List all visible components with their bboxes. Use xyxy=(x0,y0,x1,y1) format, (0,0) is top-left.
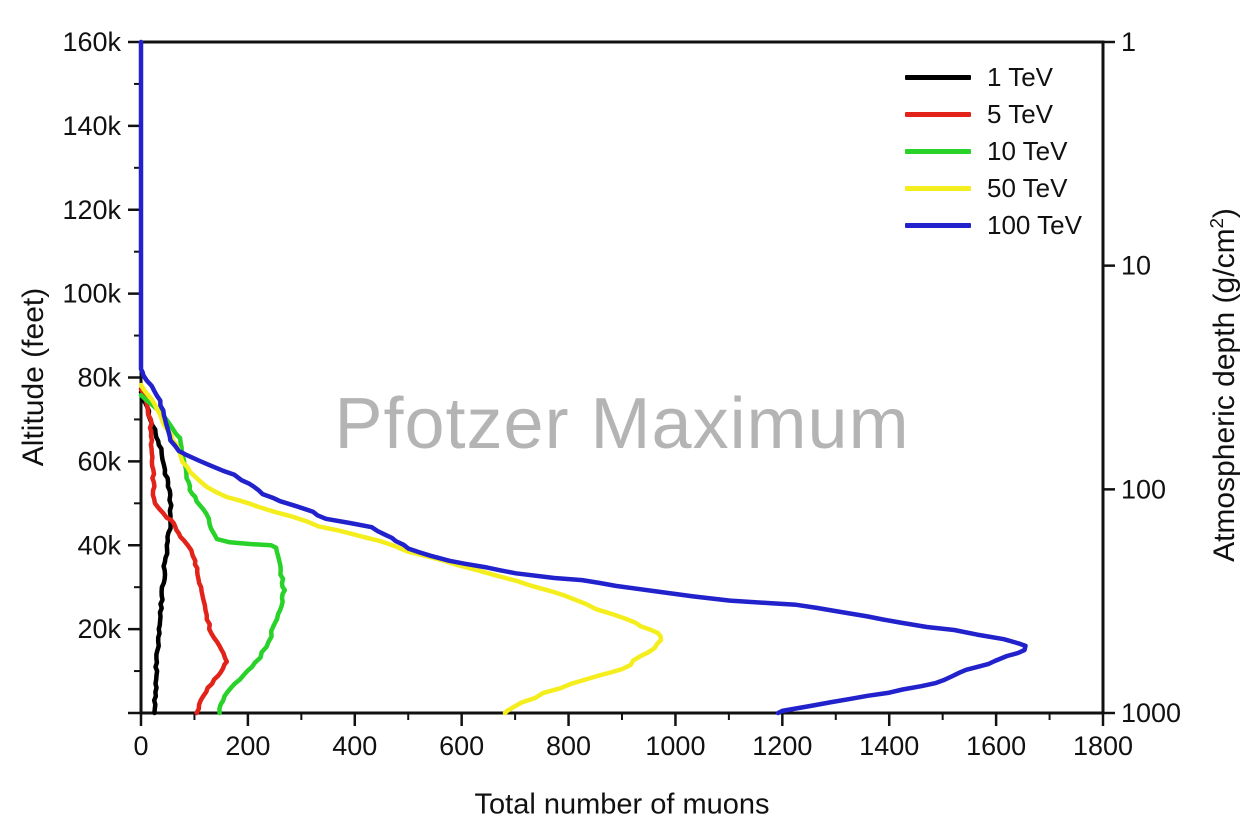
legend-swatch xyxy=(905,75,971,80)
y-left-tick-label: 120k xyxy=(62,195,121,225)
legend-label: 1 TeV xyxy=(987,62,1054,92)
x-axis-tick-label: 200 xyxy=(225,731,270,761)
curve-100-tev xyxy=(138,39,1028,716)
x-axis-tick-label: 600 xyxy=(439,731,484,761)
y-right-axis-title: Atmospheric depth (g/cm2) xyxy=(1206,208,1242,562)
curve-10-tev xyxy=(138,392,288,716)
watermark-text: Pfotzer Maximum xyxy=(334,384,910,464)
y-right-tick-label: 10 xyxy=(1121,251,1151,281)
curve-1-tev xyxy=(138,389,174,716)
x-axis-title: Total number of muons xyxy=(474,788,770,821)
legend-swatch xyxy=(905,112,971,117)
y-left-tick-label: 100k xyxy=(62,279,121,309)
y-right-title-superscript: 2 xyxy=(1206,218,1227,229)
legend-swatch xyxy=(905,149,971,154)
legend-swatch xyxy=(905,186,971,191)
y-left-tick-label: 140k xyxy=(62,111,121,141)
x-axis-tick-label: 400 xyxy=(332,731,377,761)
curve-5-tev xyxy=(138,386,230,716)
y-left-tick-label: 20k xyxy=(77,614,121,644)
legend-label: 10 TeV xyxy=(987,136,1068,166)
y-left-tick-label: 80k xyxy=(77,363,121,393)
legend-item-10-tev: 10 TeV xyxy=(905,133,1082,170)
legend: 1 TeV 5 TeV 10 TeV 50 TeV 100 TeV xyxy=(905,59,1082,244)
curve-50-tev xyxy=(138,382,664,716)
x-axis-tick-label: 800 xyxy=(546,731,591,761)
x-axis-tick-label: 1400 xyxy=(859,731,919,761)
legend-item-50-tev: 50 TeV xyxy=(905,170,1082,207)
legend-item-1-tev: 1 TeV xyxy=(905,59,1082,96)
y-right-title-suffix: ) xyxy=(1208,208,1241,219)
x-axis-tick-label: 1800 xyxy=(1073,731,1133,761)
y-left-tick-label: 60k xyxy=(77,446,121,476)
legend-label: 100 TeV xyxy=(987,210,1082,240)
legend-item-100-tev: 100 TeV xyxy=(905,207,1082,244)
legend-label: 50 TeV xyxy=(987,173,1068,203)
x-axis-tick-label: 1200 xyxy=(752,731,812,761)
y-right-tick-label: 1 xyxy=(1121,27,1136,57)
x-axis-tick-label: 1000 xyxy=(645,731,705,761)
y-left-tick-label: 160k xyxy=(62,27,121,57)
y-left-axis-title: Altitude (feet) xyxy=(17,287,50,467)
x-axis-tick-label: 1600 xyxy=(966,731,1026,761)
y-right-title-prefix: Atmospheric depth (g/cm xyxy=(1208,228,1241,562)
y-right-tick-label: 100 xyxy=(1121,474,1166,504)
x-axis-tick-label: 0 xyxy=(133,731,148,761)
legend-swatch xyxy=(905,223,971,228)
y-right-tick-label: 1000 xyxy=(1121,698,1181,728)
y-left-tick-label: 40k xyxy=(77,530,121,560)
legend-label: 5 TeV xyxy=(987,99,1054,129)
legend-item-5-tev: 5 TeV xyxy=(905,96,1082,133)
